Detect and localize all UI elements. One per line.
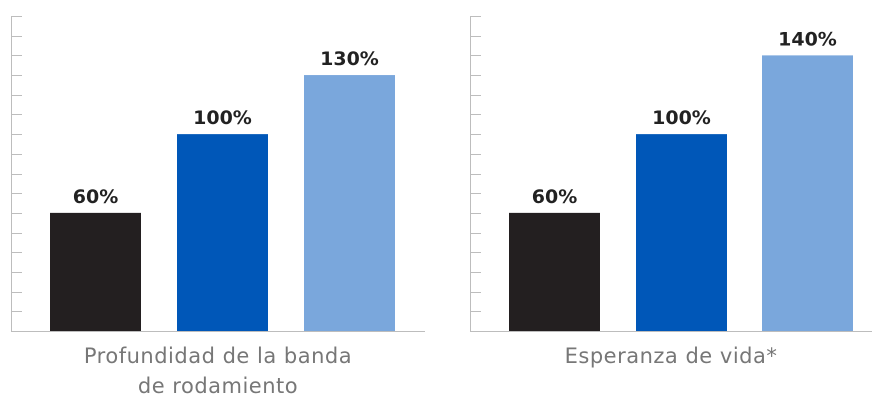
bar-value-label: 100% bbox=[652, 107, 711, 129]
bar bbox=[636, 134, 727, 331]
chart-life-expectancy: 60% 100% 140% Esperanza de vida* bbox=[470, 16, 872, 368]
bar-value-label: 60% bbox=[73, 186, 118, 208]
bar bbox=[509, 212, 600, 331]
bar bbox=[177, 134, 268, 331]
x-axis-label: Profundidad de la banda bbox=[84, 344, 352, 368]
bar bbox=[50, 212, 141, 331]
bar bbox=[304, 75, 395, 331]
bar-value-label: 60% bbox=[532, 186, 577, 208]
bar-value-label: 130% bbox=[320, 48, 379, 70]
x-axis-label: Esperanza de vida* bbox=[565, 344, 778, 368]
chart-tread-depth: 60% 100% 130% Profundidad de la banda de rod… bbox=[11, 16, 425, 394]
bar-value-label: 140% bbox=[778, 28, 837, 50]
bar-value-label: 100% bbox=[193, 107, 252, 129]
bar bbox=[762, 55, 853, 331]
x-axis-label: de rodamiento bbox=[138, 374, 298, 394]
